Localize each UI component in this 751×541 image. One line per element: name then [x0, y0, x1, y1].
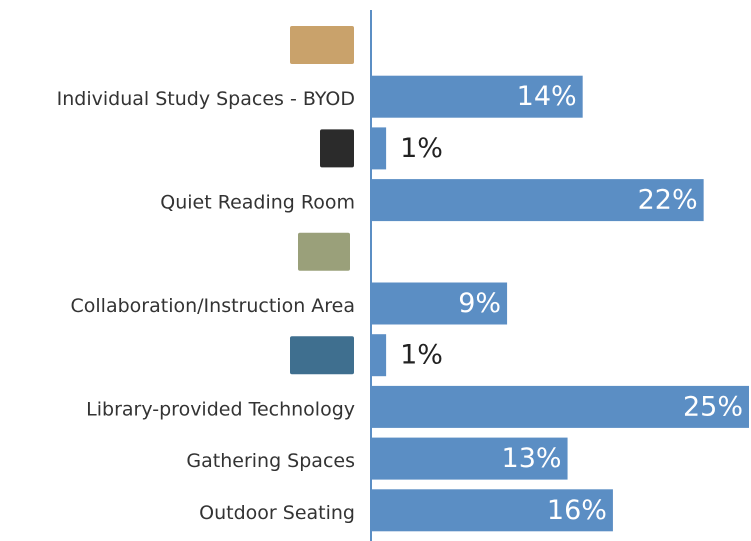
category-image — [320, 129, 354, 168]
y-tick-label: Gathering Spaces — [186, 450, 355, 472]
data-label: 16% — [547, 495, 607, 526]
bar — [371, 179, 704, 222]
y-tick-label: Collaboration/Instruction Area — [71, 295, 355, 317]
data-label: 1% — [400, 340, 443, 371]
data-label: 1% — [400, 133, 443, 164]
bar — [371, 437, 568, 480]
category-image — [290, 26, 354, 64]
data-label: 22% — [638, 185, 698, 216]
y-tick-label: Outdoor Seating — [199, 502, 355, 524]
y-tick-label: Library-provided Technology — [86, 398, 355, 420]
bar — [371, 489, 613, 532]
bar — [371, 127, 387, 170]
data-label: 9% — [458, 288, 501, 319]
y-tick-label: Quiet Reading Room — [160, 192, 355, 214]
data-label: 25% — [683, 391, 743, 422]
bar — [371, 385, 749, 428]
bar — [371, 282, 508, 325]
bar — [371, 334, 387, 377]
data-label: 13% — [502, 443, 562, 474]
category-image — [290, 336, 354, 375]
category-image — [298, 232, 350, 271]
y-tick-label: Individual Study Spaces - BYOD — [57, 88, 355, 110]
bar — [371, 75, 583, 118]
data-label: 14% — [517, 81, 577, 112]
